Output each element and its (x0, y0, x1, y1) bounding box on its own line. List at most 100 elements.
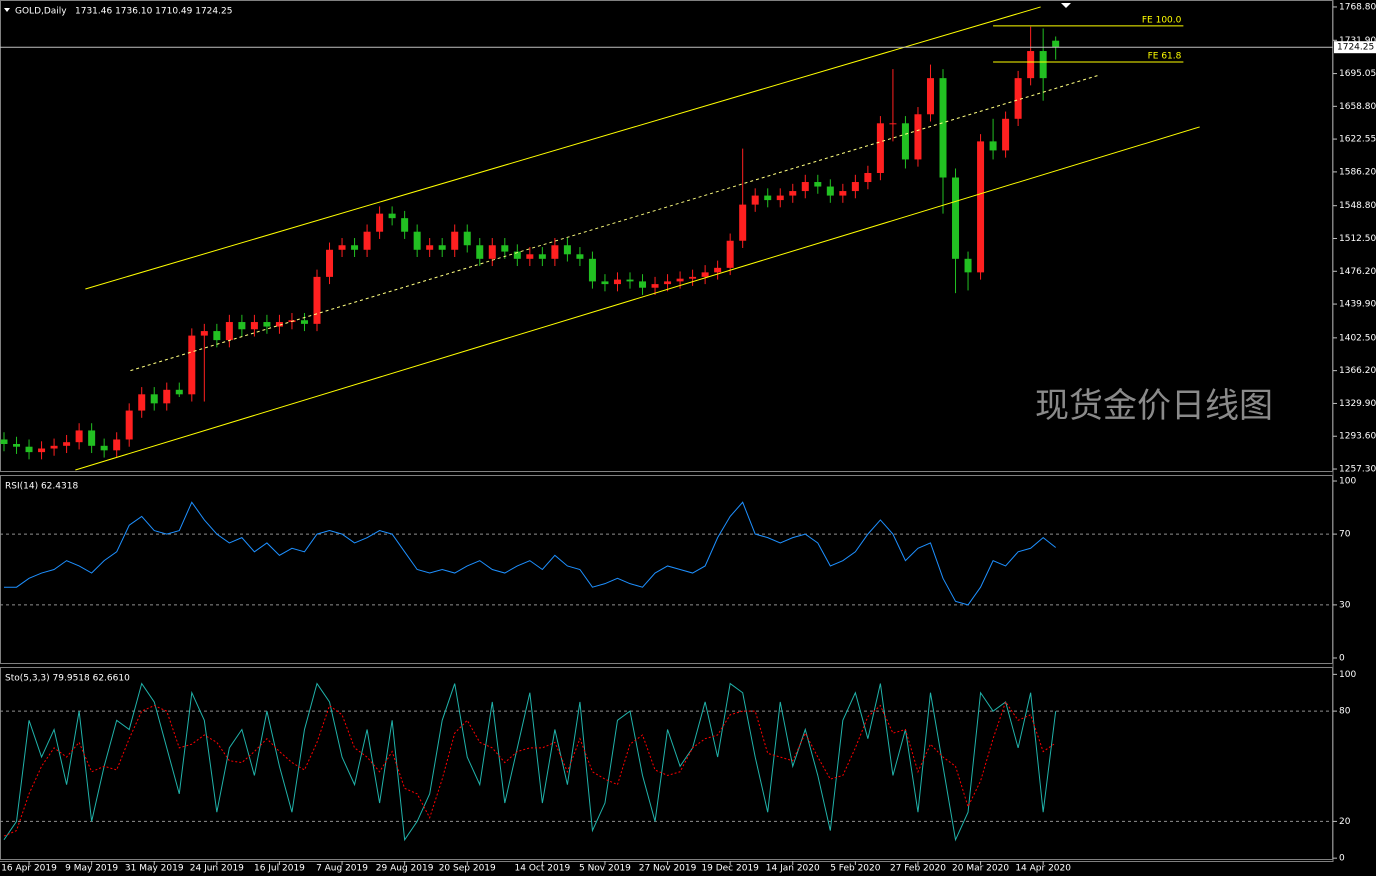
y-tick-label: 1695.05 (1339, 69, 1376, 79)
x-tick-label: 5 Feb 2020 (830, 864, 881, 874)
candle-body (88, 430, 96, 446)
candle-body (313, 276, 321, 324)
candle-body (413, 231, 421, 250)
menu-triangle (4, 8, 10, 12)
panel-frame (0, 667, 1333, 860)
x-tick-label: 7 Aug 2019 (316, 864, 368, 874)
candle-body (1052, 40, 1060, 48)
x-tick-label: 14 Oct 2019 (515, 864, 571, 874)
candle-body (488, 245, 496, 259)
x-tick-label: 14 Jan 2020 (766, 864, 820, 874)
candle-body (901, 123, 909, 160)
candle-body (200, 331, 208, 336)
y-tick-label: 100 (1339, 477, 1356, 487)
candle-body (100, 445, 108, 451)
candle-body (914, 114, 922, 160)
candle-body (764, 195, 772, 201)
x-tick-label: 24 Jun 2019 (190, 864, 244, 874)
y-tick-label: 0 (1339, 653, 1345, 663)
candle-body (526, 254, 534, 259)
candle-body (977, 141, 985, 273)
indicator-line (3, 700, 1056, 837)
candle-body (1014, 78, 1022, 119)
candle-body (826, 186, 834, 196)
candle-body (563, 245, 571, 255)
candle-body (801, 182, 809, 192)
candle-body (789, 191, 797, 196)
candle-body (438, 245, 446, 250)
candle-body (338, 245, 346, 250)
x-tick-label: 5 Nov 2019 (579, 864, 631, 874)
y-tick-label: 80 (1339, 707, 1351, 717)
candle-body (113, 439, 121, 451)
y-tick-label: 1329.90 (1339, 399, 1376, 409)
candle-body (175, 389, 183, 395)
current-price-box (1334, 41, 1376, 54)
candle-body (876, 123, 884, 173)
candle-body (989, 141, 997, 151)
candle-body (701, 272, 709, 277)
candle-body (739, 204, 747, 241)
x-tick-label: 16 Jul 2019 (254, 864, 305, 874)
indicator-line (3, 682, 1057, 842)
x-tick-label: 27 Nov 2019 (639, 864, 697, 874)
y-tick-label: 1366.20 (1339, 366, 1376, 376)
candle-body (1039, 51, 1047, 79)
candle-body (776, 195, 784, 201)
candle-body (25, 446, 33, 453)
candle-body (626, 279, 634, 282)
candle-body (401, 218, 409, 232)
chart-quote: 1731.46 1736.10 1710.49 1724.25 (75, 7, 232, 17)
candle-body (939, 78, 947, 178)
y-tick-label: 20 (1339, 817, 1351, 827)
panel-title: RSI(14) 62.4318 (5, 482, 78, 492)
candle-body (538, 254, 546, 259)
candle-body (388, 213, 396, 219)
candle-body (676, 278, 684, 282)
candle-body (300, 320, 308, 324)
fe-label: FE 61.8 (1148, 51, 1182, 61)
y-tick-label: 1658.80 (1339, 102, 1376, 112)
x-tick-label: 27 Feb 2020 (890, 864, 946, 874)
x-tick-label: 9 May 2019 (65, 864, 118, 874)
candle-body (576, 254, 584, 259)
y-tick-label: 0 (1339, 854, 1345, 864)
candle-body (451, 231, 459, 250)
channel-line (75, 126, 1200, 471)
candle-body (613, 279, 621, 285)
candle-body (213, 331, 221, 341)
candle-body (426, 245, 434, 250)
x-tick-label: 16 Apr 2019 (1, 864, 57, 874)
candle-body (376, 213, 384, 232)
candle-body (588, 258, 596, 282)
candle-body (689, 276, 697, 279)
x-tick-label: 29 Aug 2019 (376, 864, 434, 874)
y-tick-label: 1768.80 (1339, 2, 1376, 12)
y-tick-label: 1731.90 (1339, 36, 1376, 46)
candle-body (601, 281, 609, 285)
candle-body (275, 322, 283, 327)
candle-body (163, 389, 171, 404)
x-tick-label: 14 Apr 2020 (1015, 864, 1071, 874)
current-price-label: 1724.25 (1337, 43, 1374, 53)
y-tick-label: 30 (1339, 600, 1351, 610)
candle-body (926, 78, 934, 115)
candle-body (75, 430, 83, 443)
y-tick-label: 1402.50 (1339, 333, 1376, 343)
candle-body (851, 182, 859, 192)
candle-body (125, 410, 133, 440)
panel-title: GOLD,Daily (15, 7, 67, 17)
panel-frame (0, 475, 1333, 664)
candle-body (188, 335, 196, 395)
candle-body (1002, 118, 1010, 151)
candle-body (664, 281, 672, 285)
candle-body (351, 245, 359, 250)
y-tick-label: 1586.20 (1339, 167, 1376, 177)
candle-body (639, 281, 647, 288)
candle-body (751, 195, 759, 205)
channel-line (130, 74, 1100, 372)
channel-line (85, 6, 1041, 290)
candle-body (63, 442, 71, 446)
x-tick-label: 20 Mar 2020 (952, 864, 1009, 874)
